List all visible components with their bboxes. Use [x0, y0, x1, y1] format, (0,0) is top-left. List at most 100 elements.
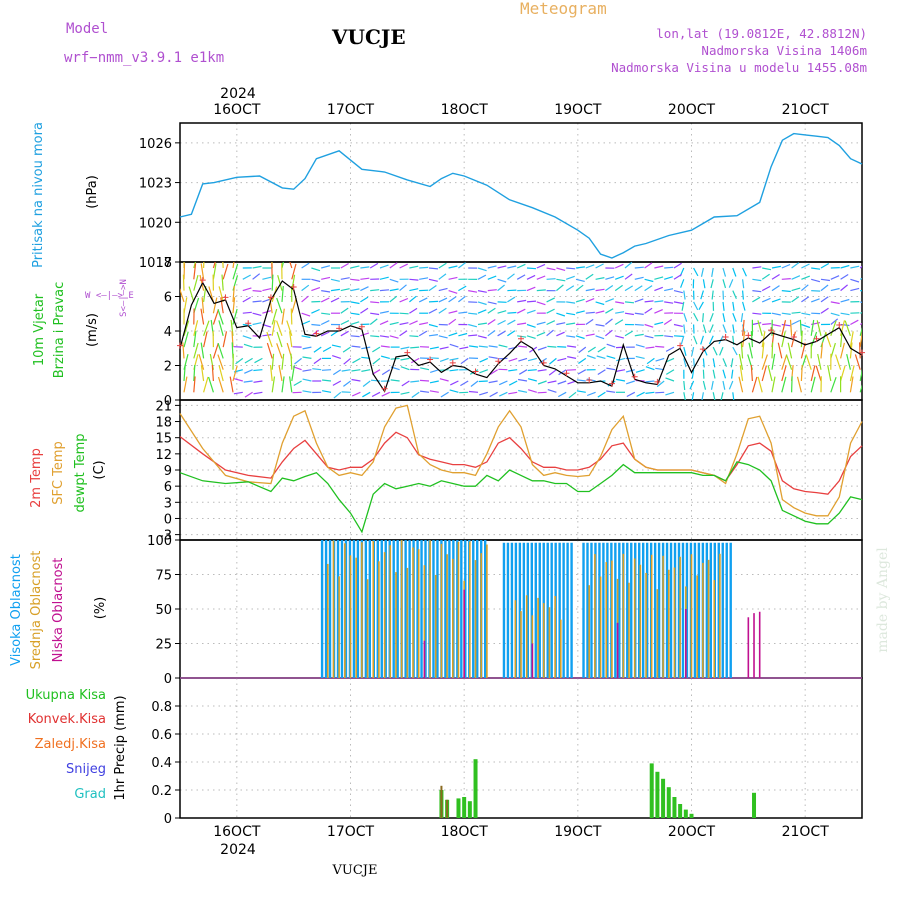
wind-arrow [654, 286, 664, 292]
cloud-low-bar [753, 613, 755, 678]
wind-arrow [709, 312, 714, 322]
cloud-mid-bar [599, 576, 602, 678]
wind-arrow [546, 308, 555, 314]
panels: 101710201023102602468-303691215182102550… [139, 122, 863, 827]
wind-arrow [286, 320, 293, 336]
wind-gust-mark [859, 349, 865, 356]
wind-arrow [693, 335, 698, 345]
wind-arrow [585, 273, 594, 280]
wind-arrow [193, 342, 199, 359]
wind-arrow [536, 321, 546, 326]
wind-arrow [487, 319, 496, 325]
wind-ytick-label: 8 [164, 256, 172, 271]
wind-arrow [830, 312, 840, 317]
pressure-frame [179, 122, 863, 263]
wind-arrow [290, 353, 293, 370]
wind-arrow [585, 318, 594, 325]
wind-arrow [438, 335, 448, 339]
top-date-label: 16OCT [213, 102, 261, 118]
wind-arrow [276, 331, 283, 348]
wind-arrow [438, 262, 447, 269]
wind-arrow [683, 380, 686, 391]
top-year-label: 2024 [220, 86, 256, 102]
wind-arrow [242, 296, 251, 303]
wind-arrow [409, 295, 417, 303]
wind-arrow [791, 319, 800, 326]
wind-arrow [218, 365, 224, 382]
wind-arrow [212, 262, 216, 269]
wind-arrow [371, 391, 381, 398]
wind-arrow [664, 266, 674, 269]
wind-arrow [762, 323, 772, 326]
wind-arrow [232, 285, 235, 302]
wind-arrow [340, 288, 350, 292]
wind-arrow [859, 384, 862, 393]
cloud-high-bar [416, 540, 419, 678]
wind-arrow [294, 357, 302, 365]
wind-arrow [709, 324, 714, 334]
wind-arrow [820, 307, 829, 314]
wind-arrow [321, 265, 331, 269]
cloud-high-bar [506, 542, 510, 678]
model-elevation-label: Nadmorska Visina u modelu 1455.08m [611, 60, 867, 75]
wind-arrow [683, 324, 686, 334]
cloud-high-bar [681, 542, 685, 678]
wind-arrow [624, 273, 633, 280]
wind-arrow [752, 322, 762, 326]
wind-arrow [820, 296, 829, 303]
wind-arrow [458, 332, 468, 337]
wind-arrow [311, 329, 319, 337]
wind-arrow [419, 277, 429, 280]
wind-arrow [840, 320, 846, 336]
wind-arrow [680, 279, 685, 288]
wind-arrow [635, 369, 645, 373]
wind-arrow [311, 323, 321, 326]
wind-arrow [824, 331, 832, 348]
watermark: made by Angel [875, 547, 891, 653]
wind-arrow [655, 357, 665, 362]
wind-arrow [849, 365, 855, 382]
wind-arrow [526, 267, 537, 270]
wind-arrow [732, 312, 737, 322]
cloud-high-bar [677, 542, 681, 678]
cloud-mid-bar [349, 555, 352, 678]
wind-arrow [614, 263, 624, 269]
precip-snow-label: Snijeg [66, 762, 106, 777]
wind-arrow [557, 380, 567, 385]
wind-arrow [835, 354, 842, 370]
wind-arrow [537, 346, 547, 351]
cloud-high-bar [546, 542, 549, 678]
wind-arrow [781, 331, 786, 348]
wind-arrow [399, 284, 407, 292]
wind-arrow [526, 274, 536, 280]
temp-ytick-label: 12 [155, 448, 172, 463]
wind-arrow [615, 378, 626, 382]
cloud-mid-bar [667, 569, 670, 678]
wind-arrow [702, 279, 706, 289]
wind-arrow [448, 310, 458, 314]
wind-arrow [683, 358, 687, 368]
wind-arrow [517, 335, 527, 338]
wind-arrow [644, 285, 653, 292]
wind-arrow [789, 319, 793, 336]
wind-arrow [811, 278, 821, 283]
wind-arrow [771, 265, 782, 269]
wind-arrow [557, 357, 567, 362]
wind-arrow [567, 356, 577, 359]
wind-arrow [859, 342, 861, 359]
wind-gust-mark [790, 334, 797, 341]
cloud-high-bar [396, 540, 399, 678]
wind-arrow [595, 335, 605, 340]
cloud-mid-bar [355, 557, 357, 678]
wind-arrow [595, 323, 605, 327]
lonlat-label: lon,lat (19.0812E, 42.8812N) [656, 26, 867, 41]
wind-arrow [840, 342, 845, 359]
wind-arrow [411, 357, 420, 364]
wind-arrow [673, 290, 683, 294]
wind-arrow [439, 369, 449, 371]
cloud-mid-bar [696, 575, 698, 678]
wind-arrow [360, 332, 370, 337]
bottom-date-label: 20OCT [668, 824, 716, 840]
wind-arrow [578, 357, 587, 364]
wind-arrow [693, 301, 699, 311]
